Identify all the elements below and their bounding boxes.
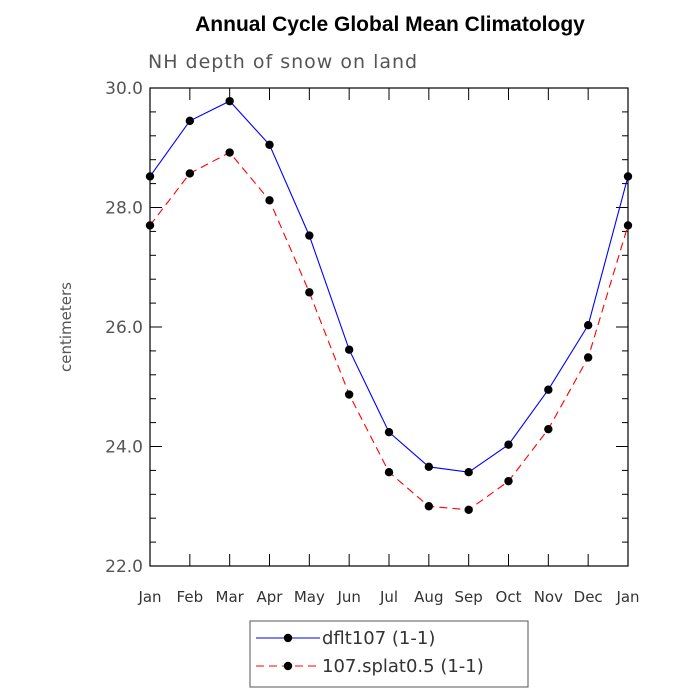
chart-title: Annual Cycle Global Mean Climatology	[195, 13, 585, 36]
series-2-point	[384, 467, 394, 477]
chart-subtitle: NH depth of snow on land	[148, 51, 418, 73]
series-line-2	[149, 151, 629, 511]
x-tick-label: Apr	[257, 588, 284, 606]
series-layer	[145, 96, 633, 515]
y-tick-label: 30.0	[105, 79, 143, 99]
series-2-point	[344, 390, 354, 399]
legend: dflt107 (1-1) 107.splat0.5 (1-1)	[249, 620, 529, 688]
series-2-point	[265, 196, 274, 205]
x-tick-label: Dec	[574, 588, 603, 606]
x-tick-label: Oct	[496, 588, 522, 606]
series-1-point	[185, 116, 195, 126]
y-axis-label: centimeters	[57, 282, 75, 372]
series-2-point	[504, 476, 513, 486]
y-tick-label: 26.0	[105, 318, 143, 338]
axis-ticks	[149, 87, 629, 567]
x-tick-label: Nov	[534, 588, 563, 606]
x-tick-label: Sep	[455, 588, 483, 606]
plot-frame	[149, 87, 629, 567]
legend-label-1: dflt107 (1-1)	[322, 628, 435, 649]
x-tick-label: Aug	[414, 588, 443, 606]
series-1-point	[305, 231, 314, 240]
series-2-point	[544, 424, 553, 434]
series-1-point	[384, 427, 394, 437]
series-2-point	[424, 502, 434, 511]
series-2-point	[464, 505, 473, 515]
series-2-point	[185, 169, 195, 178]
series-1-point	[583, 321, 593, 330]
series-1-point	[464, 467, 473, 477]
y-tick-label: 24.0	[105, 438, 143, 458]
x-tick-labels: Jan Feb Mar Apr May Jun Jul Aug Sep Oct Nov Dec Jan	[137, 588, 639, 606]
series-1-point	[225, 96, 234, 106]
y-tick-label: 22.0	[105, 557, 143, 577]
legend-label-2: 107.splat0.5 (1-1)	[322, 656, 484, 677]
legend-box	[249, 620, 529, 688]
series-1-point	[544, 385, 553, 394]
series-2-point	[583, 353, 593, 362]
series-1-point	[424, 462, 434, 472]
series-1-point	[265, 140, 274, 149]
x-tick-label: Jul	[379, 588, 398, 606]
series-1-point	[504, 440, 513, 449]
legend-marker-2	[283, 661, 293, 671]
series-2-point	[305, 288, 314, 297]
x-tick-label: Jan	[615, 588, 639, 606]
x-tick-label: Feb	[177, 588, 204, 606]
y-tick-labels: 22.0 24.0 26.0 28.0 30.0	[105, 79, 143, 577]
series-2-point	[225, 148, 234, 157]
x-tick-label: May	[294, 588, 325, 606]
y-tick-label: 28.0	[105, 199, 143, 219]
legend-marker-1	[283, 633, 293, 643]
x-tick-label: Jan	[137, 588, 161, 606]
x-tick-label: Jun	[336, 588, 360, 606]
series-1-point	[344, 345, 354, 354]
series-line-1	[149, 100, 629, 473]
x-tick-label: Mar	[216, 588, 245, 606]
